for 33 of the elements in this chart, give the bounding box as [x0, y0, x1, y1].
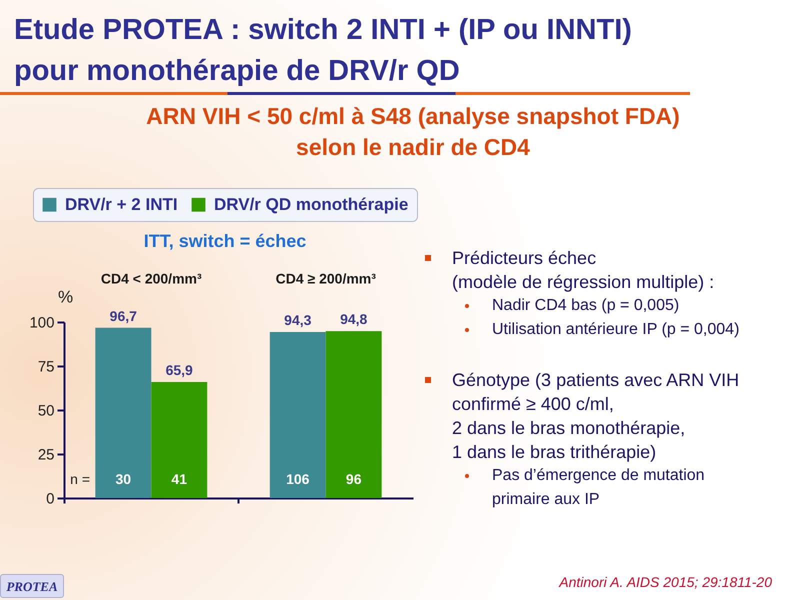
y-tick-label: 75 [38, 358, 54, 376]
text: Nadir CD4 bas (p = 0,005) [492, 297, 680, 314]
legend-label: DRV/r + 2 INTI [65, 194, 178, 214]
text: Génotype (3 patients avec ARN VIH confirmé ≥ 400 c/ml, 2 dans le bras monothérapie, 1 dans le bras trithérapie) [452, 370, 740, 462]
text: PROTEA [0, 574, 64, 598]
annotation: 106 [286, 471, 310, 487]
bar [326, 331, 382, 498]
y-tick-label: 25 [38, 446, 54, 464]
data-label: 94,3 [284, 312, 312, 328]
x-tick-label: CD4 ≥ 200/mm³ [276, 270, 376, 286]
annotation: 96 [346, 471, 362, 487]
bar [270, 332, 326, 498]
annotation: 30 [115, 471, 132, 487]
annotation: n = [70, 471, 90, 487]
legend-label: DRV/r QD monothérapie [214, 194, 408, 214]
bar [151, 382, 208, 498]
data-label: 65,9 [166, 362, 194, 378]
text: Antinori A. AIDS 2015; 29:1811-20 [559, 574, 772, 590]
y-axis-title: % [58, 288, 74, 306]
y-tick-label: 50 [38, 402, 54, 420]
data-label: 94,8 [340, 311, 368, 328]
annotation: 41 [171, 471, 188, 487]
x-tick-label: CD4 < 200/mm³ [100, 270, 202, 286]
y-tick-label: 100 [29, 314, 54, 332]
y-tick-label: 0 [46, 490, 54, 508]
data-label: 96,7 [110, 308, 138, 324]
text: Pas d’émergence de mutation primaire aux IP [492, 467, 705, 508]
bar [95, 328, 152, 498]
text: Utilisation antérieure IP (p = 0,004) [492, 321, 740, 338]
text: ITT, switch = échec [142, 231, 308, 252]
text: Prédicteurs échec (modèle de régression multiple) : [452, 248, 714, 292]
chart-title: Etude PROTEA : switch 2 INTI + (IP ou INNTI) pour monothérapie de DRV/r QD [14, 13, 633, 89]
chart-subtitle: ARN VIH < 50 c/ml à S48 (analyse snapshot FDA) selon le nadir de CD4 [145, 102, 681, 162]
